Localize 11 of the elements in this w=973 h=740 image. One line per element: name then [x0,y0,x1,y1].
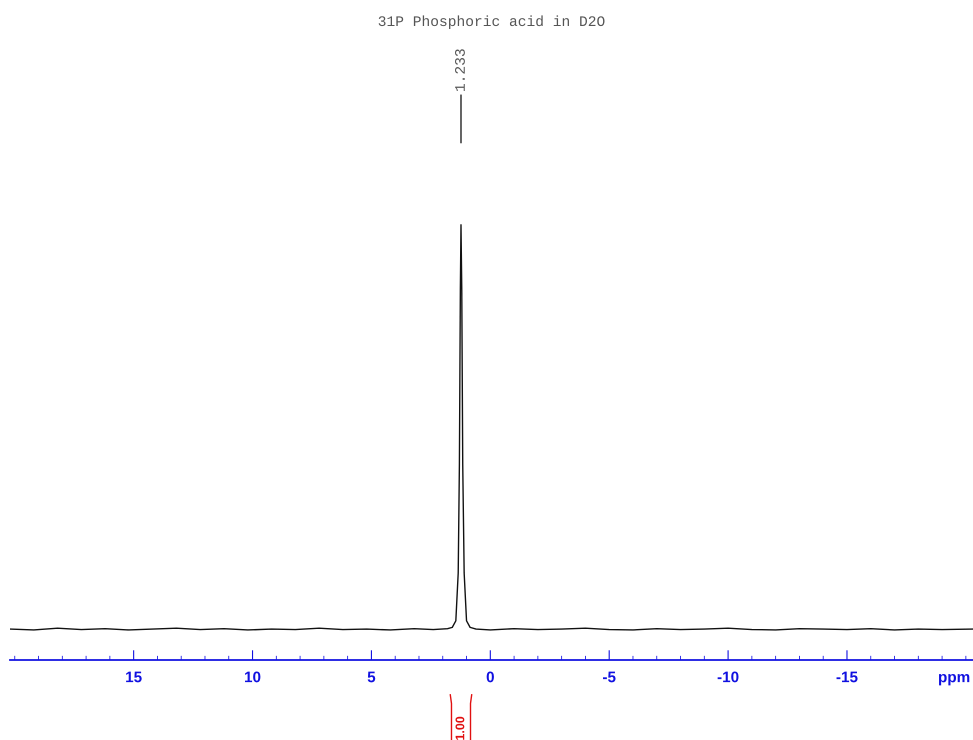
chart-title: 31P Phosphoric acid in D2O [378,15,605,29]
x-tick-label: 10 [245,672,260,682]
x-tick-label: 15 [126,672,142,682]
text: 1.00 [455,716,464,740]
text: 1.233 [455,49,465,92]
x-tick-label: -5 [603,672,616,682]
x-tick-label: 0 [486,672,494,682]
x-tick-label: -10 [718,672,739,682]
x-axis-title: ppm [938,674,970,686]
x-tick-label: 5 [368,672,376,682]
x-tick-label: -15 [836,672,858,682]
